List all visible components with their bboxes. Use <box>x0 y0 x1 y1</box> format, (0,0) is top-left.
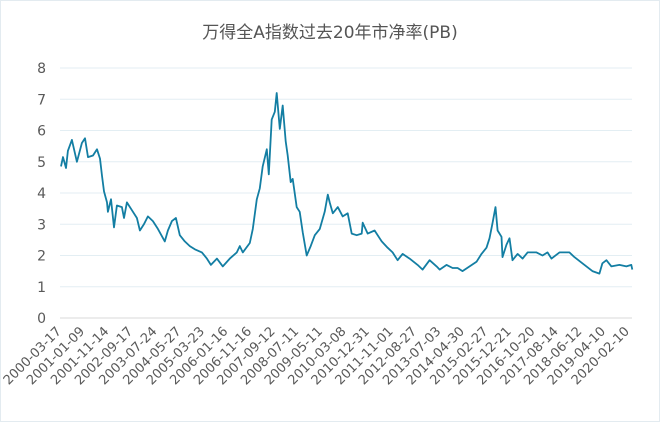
y-tick-label: 8 <box>37 61 46 77</box>
y-tick-label: 7 <box>37 92 46 108</box>
y-tick-label: 6 <box>37 124 46 140</box>
y-tick-label: 5 <box>37 155 46 171</box>
pb-series-line <box>60 92 634 275</box>
gridlines <box>60 67 632 319</box>
y-tick-label: 3 <box>37 217 46 233</box>
y-tick-label: 4 <box>37 186 46 202</box>
y-tick-label: 1 <box>37 280 46 296</box>
x-axis-ticks: 2000-03-172001-01-092001-11-142002-09-17… <box>1 324 633 388</box>
y-tick-label: 0 <box>37 311 46 327</box>
y-axis-ticks: 0 1 2 3 4 5 6 7 8 <box>37 61 46 327</box>
y-tick-label: 2 <box>37 249 46 265</box>
chart-title: 万得全A指数过去20年市净率(PB) <box>202 23 457 43</box>
